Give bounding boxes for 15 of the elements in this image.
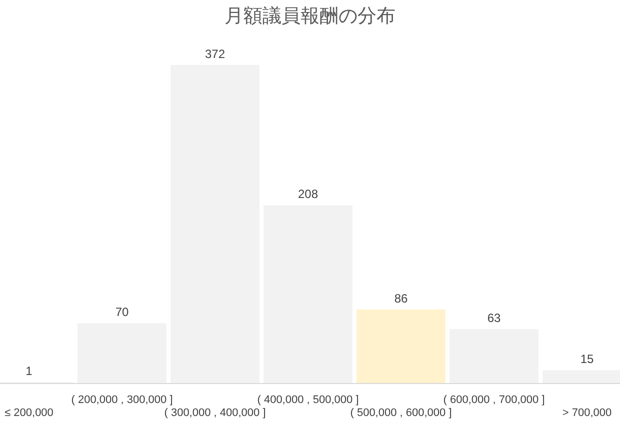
- x-tick-label: ( 500,000 , 600,000 ]: [350, 407, 452, 419]
- data-label: 63: [487, 311, 501, 326]
- data-label: 86: [394, 291, 408, 306]
- data-label: 1: [26, 364, 33, 378]
- data-label: 372: [204, 47, 226, 61]
- x-tick-label: ( 200,000 , 300,000 ]: [71, 394, 173, 406]
- data-label: 208: [298, 187, 318, 202]
- x-tick-label: > 700,000: [562, 407, 612, 419]
- data-label: 15: [580, 352, 594, 366]
- chart-title: 月額議員報酬の分布: [224, 5, 396, 27]
- x-tick-label: ( 300,000 , 400,000 ]: [164, 407, 266, 419]
- x-tick-label: ( 400,000 , 500,000 ]: [257, 394, 359, 406]
- x-tick-label: ≤ 200,000: [4, 407, 54, 419]
- x-tick-label: ( 600,000 , 700,000 ]: [443, 394, 545, 406]
- data-label: 70: [115, 305, 129, 320]
